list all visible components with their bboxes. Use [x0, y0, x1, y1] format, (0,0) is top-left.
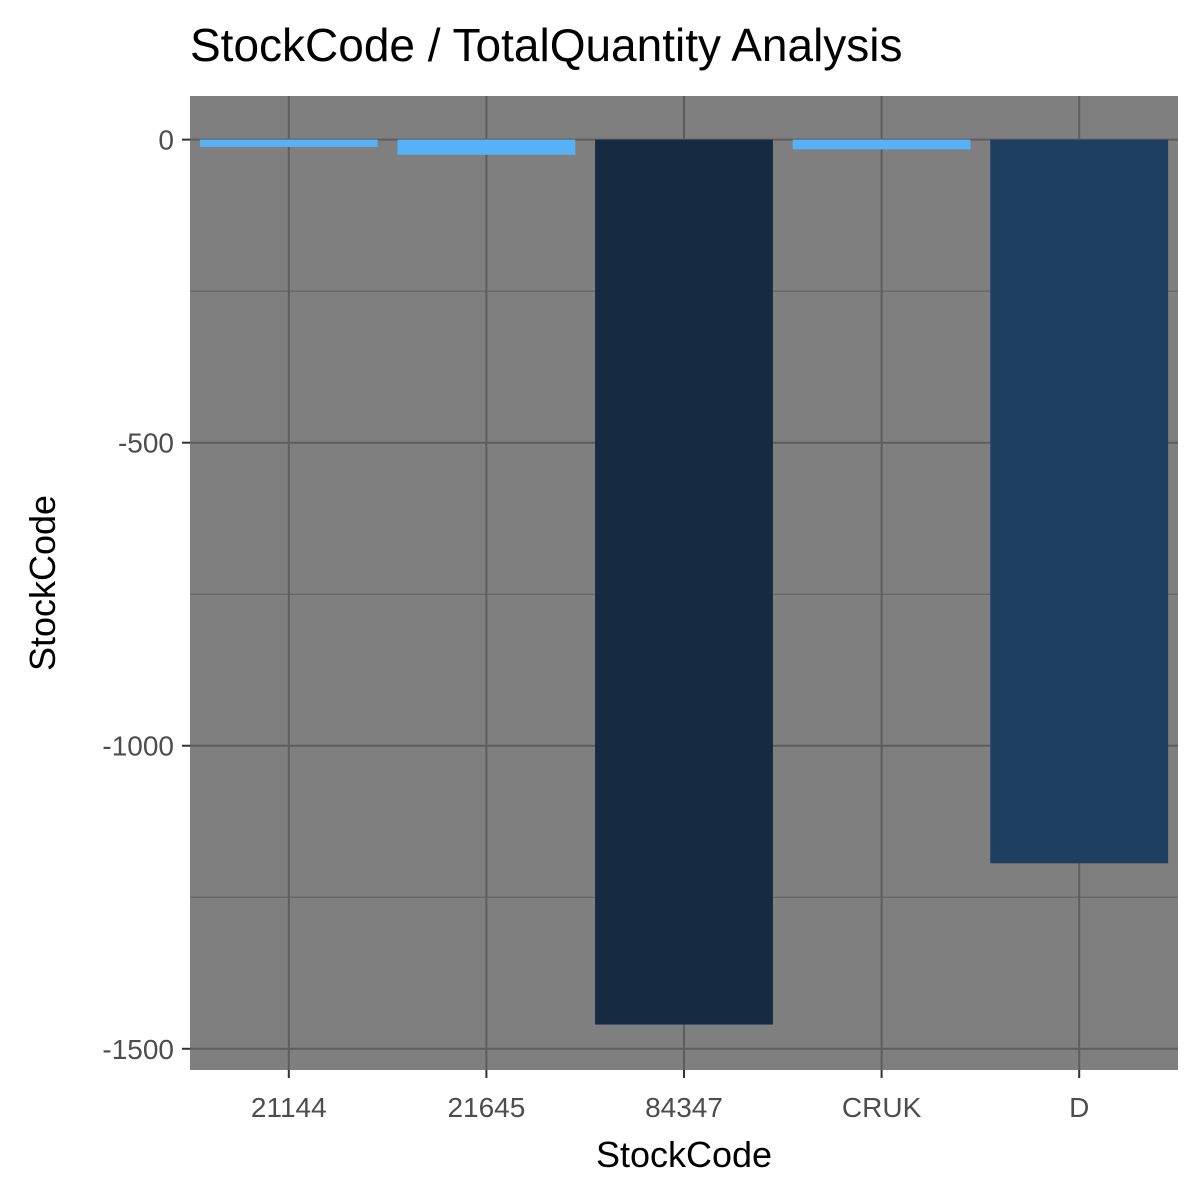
bar-CRUK [792, 139, 971, 150]
bars [199, 139, 1169, 1025]
x-tick-label: CRUK [842, 1092, 922, 1123]
y-tick-label: 0 [158, 125, 174, 156]
y-axis: 0 -500 -1000 -1500 [102, 125, 190, 1065]
x-axis: 21144 21645 84347 CRUK D [251, 1070, 1089, 1123]
bar-21144 [199, 139, 378, 147]
chart-title: StockCode / TotalQuantity Analysis [190, 19, 903, 71]
x-tick-label: 21645 [447, 1092, 525, 1123]
x-tick-label: 21144 [251, 1092, 327, 1123]
bar-21645 [397, 139, 576, 155]
x-tick-label: D [1069, 1092, 1089, 1123]
y-tick-label: -1500 [102, 1034, 174, 1065]
x-tick-label: 84347 [645, 1092, 723, 1123]
y-tick-label: -1000 [102, 731, 174, 762]
x-axis-title: StockCode [596, 1134, 772, 1175]
bar-D [990, 139, 1169, 864]
bar-84347 [595, 139, 773, 1025]
y-tick-label: -500 [118, 428, 174, 459]
y-axis-title: StockCode [22, 495, 63, 671]
